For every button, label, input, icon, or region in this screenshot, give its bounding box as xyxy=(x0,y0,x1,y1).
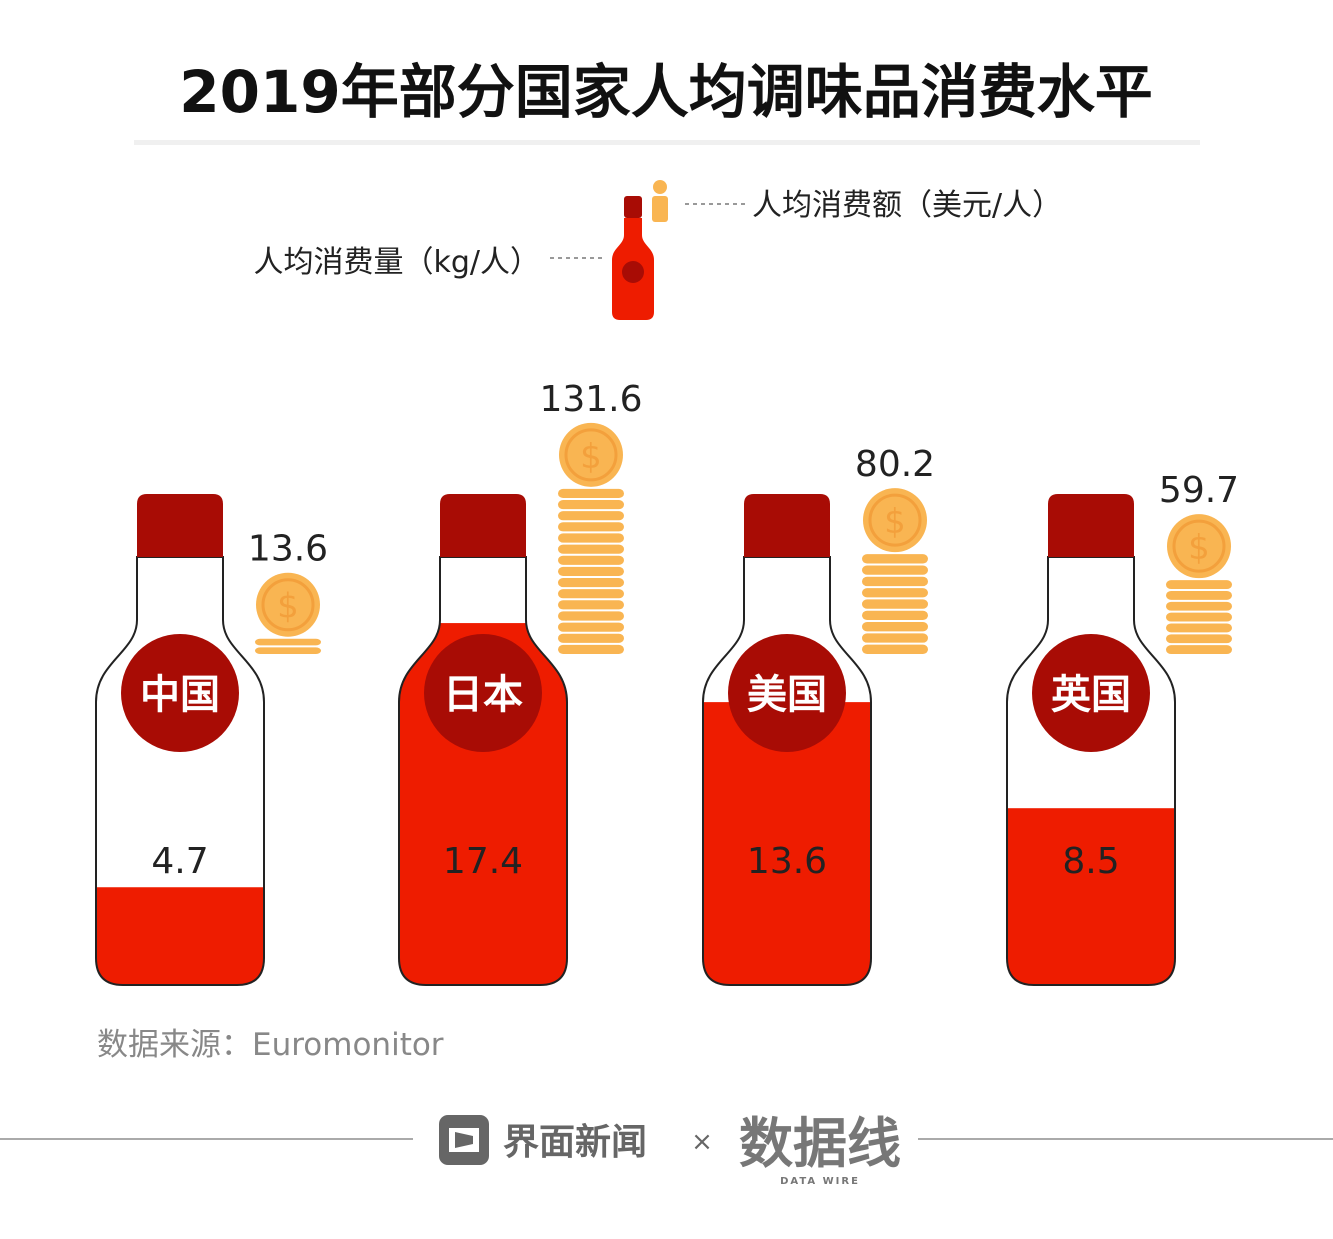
country-badge xyxy=(728,634,846,752)
coin-stack-disk xyxy=(1166,623,1232,633)
bar-group-2: 美国 13.6 $80.2 xyxy=(702,444,935,986)
coin-stack-disk xyxy=(1166,601,1232,611)
coin-ring xyxy=(564,428,618,482)
bar-group-3: 英国 8.5 $59.7 xyxy=(1006,470,1239,986)
coin-stack-disk xyxy=(558,633,624,643)
spend-data-label: 80.2 xyxy=(855,444,935,485)
coin-stack-disk xyxy=(558,622,624,632)
legend-spend-label: 人均消费额（美元/人） xyxy=(752,188,1062,223)
coin-stack-disk xyxy=(255,647,321,654)
coin-ring xyxy=(868,493,922,547)
legend-coin-stack xyxy=(652,196,668,222)
coin-icon xyxy=(863,488,927,553)
category-label: 英国 xyxy=(1051,672,1131,718)
coin-stack-disk xyxy=(558,611,624,621)
dollar-icon: $ xyxy=(580,437,602,477)
category-label: 美国 xyxy=(747,672,827,718)
coin-stack-disk xyxy=(558,566,624,577)
coin-stack-disk xyxy=(1166,645,1232,654)
coin-icon xyxy=(1167,514,1231,579)
legend-volume-label: 人均消费量（kg/人） xyxy=(253,245,540,280)
footer-brand2-sub: DATA WIRE xyxy=(780,1176,860,1187)
bottle-cap xyxy=(744,494,830,557)
footer-brand1: 界面新闻 xyxy=(503,1122,647,1163)
coin-stack-disk xyxy=(558,555,624,565)
bottle-outline xyxy=(702,556,872,986)
coin-icon xyxy=(256,572,320,637)
bar-group-1: 日本 17.4 $131.6 xyxy=(398,379,643,986)
legend-bottle-label xyxy=(622,261,644,283)
bottle-outline xyxy=(95,556,265,986)
coin-stack-disk xyxy=(558,533,624,543)
coin-stack-disk xyxy=(558,511,624,521)
coin-stack-disk xyxy=(862,622,928,632)
coin-stack-disk xyxy=(1166,612,1232,622)
coin-stack-disk xyxy=(255,638,321,646)
spend-data-label: 59.7 xyxy=(1159,470,1239,511)
coin-stack-disk xyxy=(558,488,624,499)
jiemian-logo-mark xyxy=(449,1128,479,1152)
volume-data-label: 4.7 xyxy=(151,841,208,882)
category-label: 中国 xyxy=(140,672,220,718)
volume-data-label: 8.5 xyxy=(1062,841,1119,882)
footer: 界面新闻 × 数据线 DATA WIRE xyxy=(0,1112,1333,1187)
coin-stack-disk xyxy=(862,644,928,654)
spend-data-label: 131.6 xyxy=(539,379,642,420)
coin-ring xyxy=(1172,519,1226,573)
country-badge xyxy=(1032,634,1150,752)
bottle-fill-bar xyxy=(1007,808,1175,985)
dollar-icon: $ xyxy=(1188,528,1210,568)
bottle-cap xyxy=(137,494,223,557)
coin-stack-disk xyxy=(862,633,928,643)
bottle-cap xyxy=(1048,494,1134,557)
coin-stack-disk xyxy=(1166,580,1232,590)
dollar-icon: $ xyxy=(277,587,299,627)
footer-brand2: 数据线 xyxy=(739,1112,901,1175)
legend-coin-icon xyxy=(653,180,667,194)
legend: 人均消费量（kg/人） 人均消费额（美元/人） xyxy=(253,180,1062,320)
coin-stack-disk xyxy=(862,576,928,587)
category-label: 日本 xyxy=(443,672,523,718)
coin-stack-disk xyxy=(862,588,928,598)
volume-data-label: 17.4 xyxy=(443,841,523,882)
chart-title: 2019年部分国家人均调味品消费水平 xyxy=(179,58,1152,126)
coin-stack-disk xyxy=(558,522,624,532)
coin-stack-disk xyxy=(862,599,928,609)
coin-stack-disk xyxy=(862,565,928,575)
dollar-icon: $ xyxy=(884,502,906,542)
footer-separator: × xyxy=(691,1127,713,1157)
source-note: 数据来源：Euromonitor xyxy=(97,1027,444,1063)
bottle-cap xyxy=(440,494,526,557)
coin-icon xyxy=(559,422,623,487)
coin-stack-disk xyxy=(862,610,928,621)
jiemian-logo-icon xyxy=(439,1115,489,1165)
coin-stack-disk xyxy=(558,500,624,510)
coin-stack-disk xyxy=(558,544,624,554)
country-badge xyxy=(121,634,239,752)
coin-stack-disk xyxy=(558,644,624,654)
coin-stack-disk xyxy=(558,578,624,588)
coin-stack-disk xyxy=(1166,591,1232,600)
bar-group-0: 中国 4.7 $13.6 xyxy=(95,494,328,986)
coin-stack-disk xyxy=(558,589,624,599)
coin-ring xyxy=(261,578,315,632)
country-badge xyxy=(424,634,542,752)
bottle-outline xyxy=(1006,556,1176,986)
bottle-fill-bar xyxy=(96,887,264,985)
coin-stack-disk xyxy=(558,600,624,610)
volume-data-label: 13.6 xyxy=(747,841,827,882)
bottle-outline xyxy=(398,556,568,986)
coin-stack-disk xyxy=(862,554,928,564)
title-underline xyxy=(134,140,1200,145)
coin-stack-disk xyxy=(1166,634,1232,644)
spend-data-label: 13.6 xyxy=(248,529,328,570)
legend-bottle-cap xyxy=(624,196,642,218)
